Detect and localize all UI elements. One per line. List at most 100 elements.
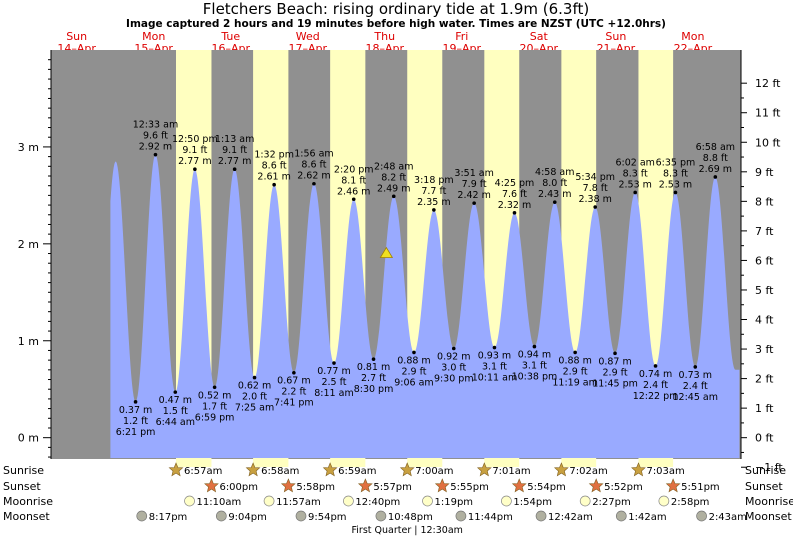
tide-m-label: 2.92 m [139, 142, 172, 153]
right-tick-label: 7 ft [755, 225, 774, 238]
tide-time-label: 7:25 am [235, 403, 274, 414]
tide-point [332, 361, 336, 365]
daylight-band-foot [561, 459, 597, 467]
tide-m-label: 2.77 m [218, 156, 251, 167]
chart-title: Fletchers Beach: rising ordinary tide at… [203, 0, 589, 18]
day-name: Fri [455, 30, 468, 43]
tide-ft-label: 7.9 ft [462, 179, 487, 190]
moonrise-icon [184, 495, 195, 507]
tide-ft-label: 2.9 ft [563, 366, 588, 377]
moonset-time: 8:17pm [149, 512, 188, 523]
axes: 0 m 1 m 2 m 3 m −1 ft 0 ft 1 ft 2 ft 3 ft 4 ft 5 f… [18, 50, 783, 474]
tide-point [492, 345, 497, 350]
tide-m-label: 2.53 m [618, 179, 651, 190]
right-tick-label: 12 ft [755, 77, 781, 90]
day-name: Wed [296, 30, 320, 43]
moonset-icon [375, 510, 387, 522]
current-tide-triangle [379, 246, 394, 258]
tide-point [552, 200, 557, 204]
moonset-time: 2:43am [709, 512, 747, 523]
almanac-row-label-right: Moonset [745, 510, 792, 523]
tide-m-label: 2.43 m [538, 189, 571, 200]
day-name: Sat [530, 30, 549, 43]
tide-time-label: 3:51 am [454, 168, 493, 179]
tide-time-label: 6:21 pm [116, 427, 156, 438]
tide-m-label: 2.35 m [417, 197, 450, 208]
moonrise-time: 11:57am [276, 497, 321, 508]
right-tick-label: 1 ft [755, 402, 774, 415]
tide-point [673, 190, 678, 195]
tide-time-label: 2:48 am [374, 161, 413, 172]
tide-point [613, 351, 617, 356]
tide-point [252, 375, 257, 380]
sunrise-time: 7:02am [569, 466, 607, 477]
tide-point [573, 350, 577, 355]
chart-subtitle: Image captured 2 hours and 19 minutes be… [126, 18, 666, 30]
tide-m-label: 0.88 m [558, 355, 591, 366]
tide-m-label: 2.61 m [257, 172, 290, 183]
left-tick-label: 0 m [18, 432, 39, 445]
tide-m-label: 0.92 m [437, 352, 470, 363]
sunrise-icon [245, 462, 261, 477]
moonset-icon [455, 510, 467, 522]
moonset-icon [535, 510, 547, 522]
tide-point [133, 400, 138, 404]
left-tick-label: 2 m [18, 238, 39, 251]
tide-point [391, 194, 396, 199]
tide-time-label: 8:30 pm [354, 384, 394, 395]
moonrise-time: 1:19pm [435, 497, 474, 508]
sunset-icon [434, 478, 450, 493]
moonrise-icon [343, 495, 354, 507]
tide-time-label: 10:38 pm [512, 372, 558, 383]
tide-m-label: 0.93 m [478, 351, 511, 362]
tide-ft-label: 2.9 ft [401, 366, 426, 377]
tide-ft-label: 8.6 ft [262, 161, 287, 172]
almanac-row-label-right: Sunset [745, 480, 783, 493]
tide-point [432, 208, 436, 212]
tide-point [292, 370, 296, 375]
tide-point [153, 152, 158, 157]
sunrise-time: 7:01am [492, 466, 530, 477]
sunrise-time: 7:00am [415, 466, 453, 477]
sunrise-icon [631, 462, 646, 477]
tide-ft-label: 8.1 ft [341, 175, 366, 186]
moonset-time: 10:48pm [388, 512, 433, 523]
tide-point [512, 211, 517, 215]
tide-ft-label: 2.5 ft [321, 377, 346, 388]
moonset-icon [696, 510, 707, 522]
right-tick-label: 0 ft [755, 432, 774, 445]
moonrise-time: 2:27pm [592, 497, 631, 508]
tide-series [110, 154, 740, 458]
tide-ft-label: 2.9 ft [603, 367, 628, 378]
tide-point [653, 364, 658, 368]
tide-m-label: 0.94 m [518, 350, 551, 361]
tide-m-label: 0.88 m [397, 355, 430, 366]
daylight-band-foot [484, 459, 520, 467]
sunset-icon [204, 478, 219, 493]
tide-ft-label: 9.1 ft [222, 145, 247, 156]
tide-ft-label: 2.2 ft [281, 387, 306, 398]
day-name: Mon [142, 30, 165, 43]
tide-time-label: 6:58 am [696, 142, 735, 153]
tide-ft-label: 2.0 ft [242, 392, 267, 403]
current-tide-marker [379, 246, 394, 258]
sunrise-icon [168, 462, 184, 477]
tide-ft-label: 2.7 ft [361, 373, 386, 384]
moonset-icon [136, 510, 148, 522]
sunset-time: 6:00pm [219, 482, 258, 493]
tide-m-label: 2.32 m [498, 200, 531, 211]
sunrise-icon [399, 462, 415, 477]
right-tick-label: 8 ft [755, 195, 774, 208]
tide-point [532, 344, 537, 349]
almanac-row-label-left: Sunset [3, 480, 41, 493]
sunrise-time: 6:58am [261, 466, 299, 477]
day-name: Thu [373, 30, 395, 43]
tide-ft-label: 8.6 ft [301, 160, 326, 171]
tide-time-label: 6:59 pm [195, 412, 235, 423]
tide-ft-label: 3.0 ft [441, 363, 466, 374]
sunrise-icon [476, 462, 492, 477]
day-name: Mon [681, 30, 704, 43]
daylight-band-foot [176, 459, 212, 467]
